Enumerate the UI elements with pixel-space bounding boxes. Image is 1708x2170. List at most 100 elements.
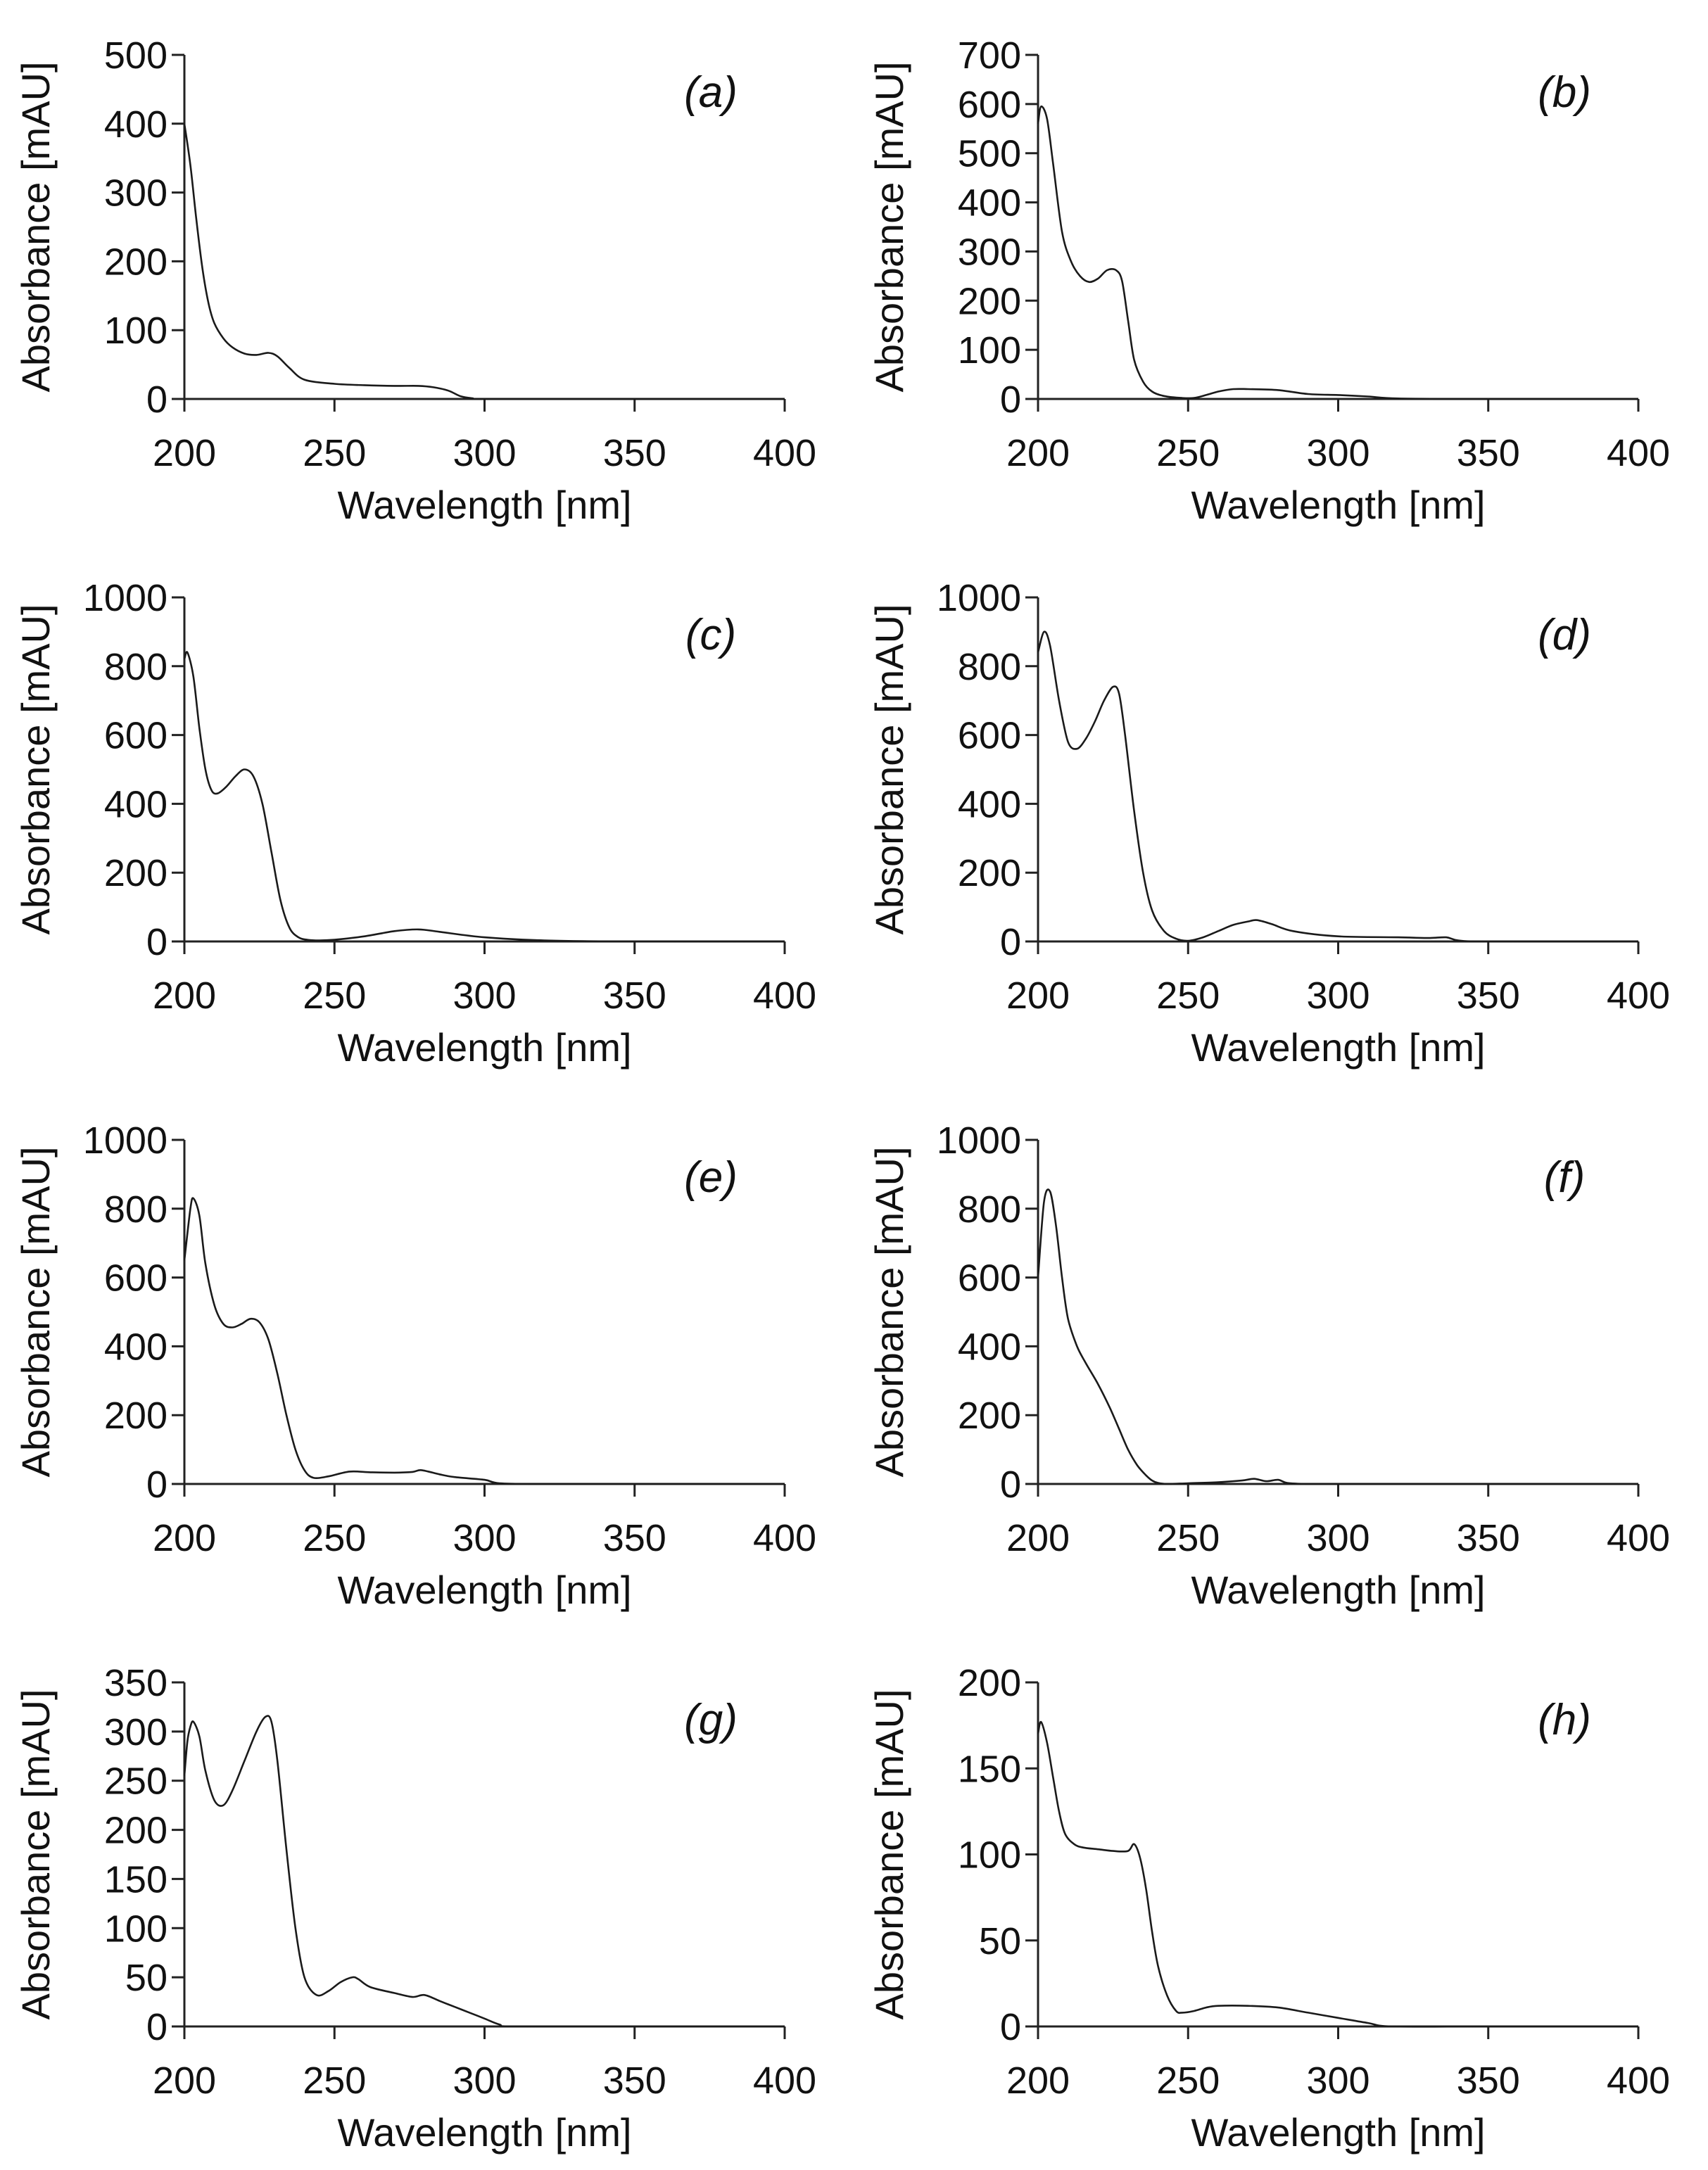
x-tick-label: 400 — [1607, 975, 1670, 1017]
panel-label: (b) — [1538, 68, 1591, 117]
chart-panel-4: 0 200 400 600 800 1000 200 250 300 350 400 Waveleng… — [854, 542, 1707, 1085]
chart-svg: 0 100 200 300 400 500 200 250 300 350 400 Wavelengt… — [13, 34, 816, 527]
y-tick-label: 300 — [104, 172, 167, 215]
y-tick-label: 500 — [104, 34, 167, 77]
x-tick-label: 400 — [753, 975, 816, 1017]
y-tick-label: 50 — [125, 1957, 167, 1999]
y-axis-title: Absorbance [mAU] — [867, 1147, 911, 1478]
x-tick-label: 250 — [1156, 432, 1220, 474]
y-tick-label: 400 — [104, 783, 167, 825]
x-tick-label: 400 — [1607, 432, 1670, 474]
x-tick-label: 350 — [603, 975, 666, 1017]
x-tick-label: 250 — [303, 1517, 366, 1559]
y-tick-label: 50 — [979, 1920, 1021, 1962]
y-tick-label: 400 — [104, 1326, 167, 1368]
y-tick-label: 600 — [958, 1257, 1021, 1300]
x-tick-label: 400 — [753, 1517, 816, 1559]
y-tick-label: 0 — [1000, 921, 1021, 963]
y-tick-label: 100 — [104, 1908, 167, 1950]
x-tick-label: 350 — [603, 2060, 666, 2102]
y-tick-label: 1000 — [83, 577, 167, 619]
x-tick-label: 300 — [453, 1517, 516, 1559]
chart-panel-8: 0 50 100 150 200 200 250 300 350 400 Wavelength [n… — [854, 1628, 1707, 2170]
chart-panel-2: 0 100 200 300 400 500 600 700 200 250 300 350 400 Wav… — [854, 0, 1707, 542]
x-tick-label: 200 — [153, 432, 216, 474]
y-tick-label: 600 — [958, 715, 1021, 757]
y-axis-title: Absorbance [mAU] — [13, 62, 58, 393]
x-tick-label: 250 — [1156, 2060, 1220, 2102]
y-tick-label: 600 — [958, 84, 1021, 126]
x-tick-label: 400 — [753, 432, 816, 474]
y-axis-title: Absorbance [mAU] — [867, 62, 911, 393]
y-tick-label: 1000 — [937, 1119, 1021, 1162]
x-tick-label: 300 — [1306, 2060, 1369, 2102]
y-tick-label: 0 — [1000, 1464, 1021, 1506]
x-tick-label: 350 — [603, 432, 666, 474]
x-axis-title: Wavelength [nm] — [1191, 1568, 1485, 1612]
x-tick-label: 350 — [1457, 975, 1520, 1017]
y-tick-label: 400 — [104, 103, 167, 146]
y-tick-label: 300 — [104, 1711, 167, 1753]
y-tick-label: 0 — [1000, 379, 1021, 421]
x-axis-title: Wavelength [nm] — [337, 1025, 631, 1070]
x-tick-label: 200 — [1006, 2060, 1070, 2102]
x-tick-label: 250 — [303, 2060, 366, 2102]
y-tick-label: 600 — [104, 1257, 167, 1300]
x-tick-label: 250 — [1156, 1517, 1220, 1559]
x-tick-label: 300 — [453, 432, 516, 474]
x-tick-label: 400 — [1607, 1517, 1670, 1559]
x-tick-label: 400 — [1607, 2060, 1670, 2102]
chart-svg: 0 100 200 300 400 500 600 700 200 250 300 350 400 Wav… — [867, 34, 1670, 527]
y-tick-label: 150 — [958, 1748, 1021, 1790]
y-tick-label: 150 — [104, 1858, 167, 1901]
spectrum-line-1 — [1037, 105, 1639, 400]
panel-label: (h) — [1538, 1696, 1591, 1744]
panel-label: (e) — [684, 1153, 738, 1202]
chart-panel-3: 0 200 400 600 800 1000 200 250 300 350 400 Waveleng… — [0, 542, 854, 1085]
x-tick-label: 250 — [303, 432, 366, 474]
y-tick-label: 400 — [958, 182, 1021, 224]
panel-label: (g) — [684, 1696, 738, 1744]
x-tick-label: 350 — [603, 1517, 666, 1559]
x-tick-label: 300 — [453, 2060, 516, 2102]
spectrum-line-1 — [1037, 630, 1639, 943]
chart-panel-6: 0 200 400 600 800 1000 200 250 300 350 400 Waveleng… — [854, 1085, 1707, 1628]
spectrum-line-1 — [1037, 1720, 1638, 2028]
x-tick-label: 200 — [153, 2060, 216, 2102]
chart-svg: 0 50 100 150 200 200 250 300 350 400 Wavelength [n… — [867, 1662, 1670, 2155]
y-tick-label: 800 — [104, 646, 167, 688]
y-tick-label: 200 — [104, 1810, 167, 1852]
y-tick-label: 350 — [104, 1662, 167, 1704]
spectrum-line-1 — [183, 123, 785, 400]
x-axis-title: Wavelength [nm] — [337, 2110, 631, 2155]
x-tick-label: 300 — [1306, 975, 1369, 1017]
chart-panel-1: 0 100 200 300 400 500 200 250 300 350 400 Wavelengt… — [0, 0, 854, 542]
y-tick-label: 500 — [958, 133, 1021, 175]
x-axis-title: Wavelength [nm] — [1191, 2110, 1485, 2155]
y-tick-label: 200 — [958, 280, 1021, 322]
spectrum-line-1 — [1037, 1188, 1638, 1485]
y-axis-title: Absorbance [mAU] — [13, 604, 58, 935]
y-tick-label: 0 — [146, 379, 167, 421]
y-axis-title: Absorbance [mAU] — [13, 1147, 58, 1478]
panel-label: (f) — [1544, 1153, 1586, 1202]
chart-svg: 0 200 400 600 800 1000 200 250 300 350 400 Waveleng… — [867, 577, 1670, 1070]
x-tick-label: 200 — [153, 1517, 216, 1559]
x-tick-label: 200 — [1006, 432, 1070, 474]
chart-svg: 0 200 400 600 800 1000 200 250 300 350 400 Waveleng… — [13, 1119, 816, 1612]
y-axis-title: Absorbance [mAU] — [13, 1689, 58, 2020]
y-axis-title: Absorbance [mAU] — [867, 1689, 911, 2020]
y-tick-label: 100 — [958, 1834, 1021, 1877]
y-tick-label: 400 — [958, 783, 1021, 825]
panel-label: (d) — [1538, 611, 1591, 659]
y-tick-label: 200 — [104, 241, 167, 283]
y-tick-label: 200 — [958, 1395, 1021, 1437]
x-axis-title: Wavelength [nm] — [1191, 483, 1485, 527]
y-tick-label: 300 — [958, 231, 1021, 273]
y-tick-label: 1000 — [937, 577, 1021, 619]
x-tick-label: 200 — [153, 975, 216, 1017]
spectrum-line-1 — [183, 1715, 785, 2028]
y-tick-label: 800 — [958, 1188, 1021, 1231]
y-tick-label: 100 — [958, 329, 1021, 372]
